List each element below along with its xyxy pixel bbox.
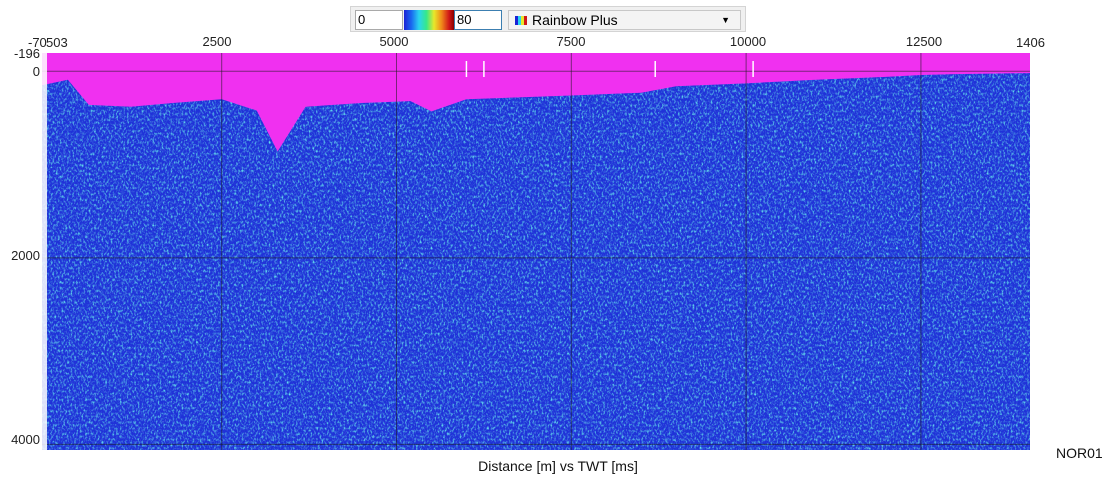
amplitude-texture-fine xyxy=(42,53,1030,450)
x-tick-label: 2500 xyxy=(202,34,232,49)
x-tick-label: 7500 xyxy=(556,34,586,49)
line-name-label: NOR01 xyxy=(1056,445,1103,461)
color-max-input[interactable]: 80 xyxy=(454,10,502,30)
water-column-zone xyxy=(42,53,1030,152)
left-trace-strip xyxy=(42,53,47,450)
color-min-input[interactable]: 0 xyxy=(355,10,403,30)
rainbow-swatch-icon xyxy=(515,16,527,25)
x-tick-label: 5000 xyxy=(379,34,409,49)
x-tick-label: 12500 xyxy=(905,34,943,49)
x-tick-label: 503 xyxy=(46,35,68,50)
chevron-down-icon[interactable]: ▼ xyxy=(721,15,730,25)
x-tick-label: 1406 xyxy=(1016,35,1045,50)
x-tick-label: -70 xyxy=(28,35,47,50)
y-tick-label: 4000 xyxy=(11,432,40,447)
colorbar-toolbar: 0 80 Rainbow Plus ▼ xyxy=(350,6,746,32)
y-tick-label: 2000 xyxy=(11,248,40,263)
palette-name: Rainbow Plus xyxy=(532,12,618,28)
y-tick-label: 0 xyxy=(32,64,40,79)
seismic-section-plot[interactable] xyxy=(42,53,1030,450)
section-caption: Distance [m] vs TWT [ms] xyxy=(478,458,638,474)
x-tick-label: 10000 xyxy=(729,34,767,49)
color-ramp[interactable] xyxy=(404,10,454,30)
y-tick-label: -196 xyxy=(13,46,40,61)
palette-select[interactable]: Rainbow Plus ▼ xyxy=(508,10,741,30)
